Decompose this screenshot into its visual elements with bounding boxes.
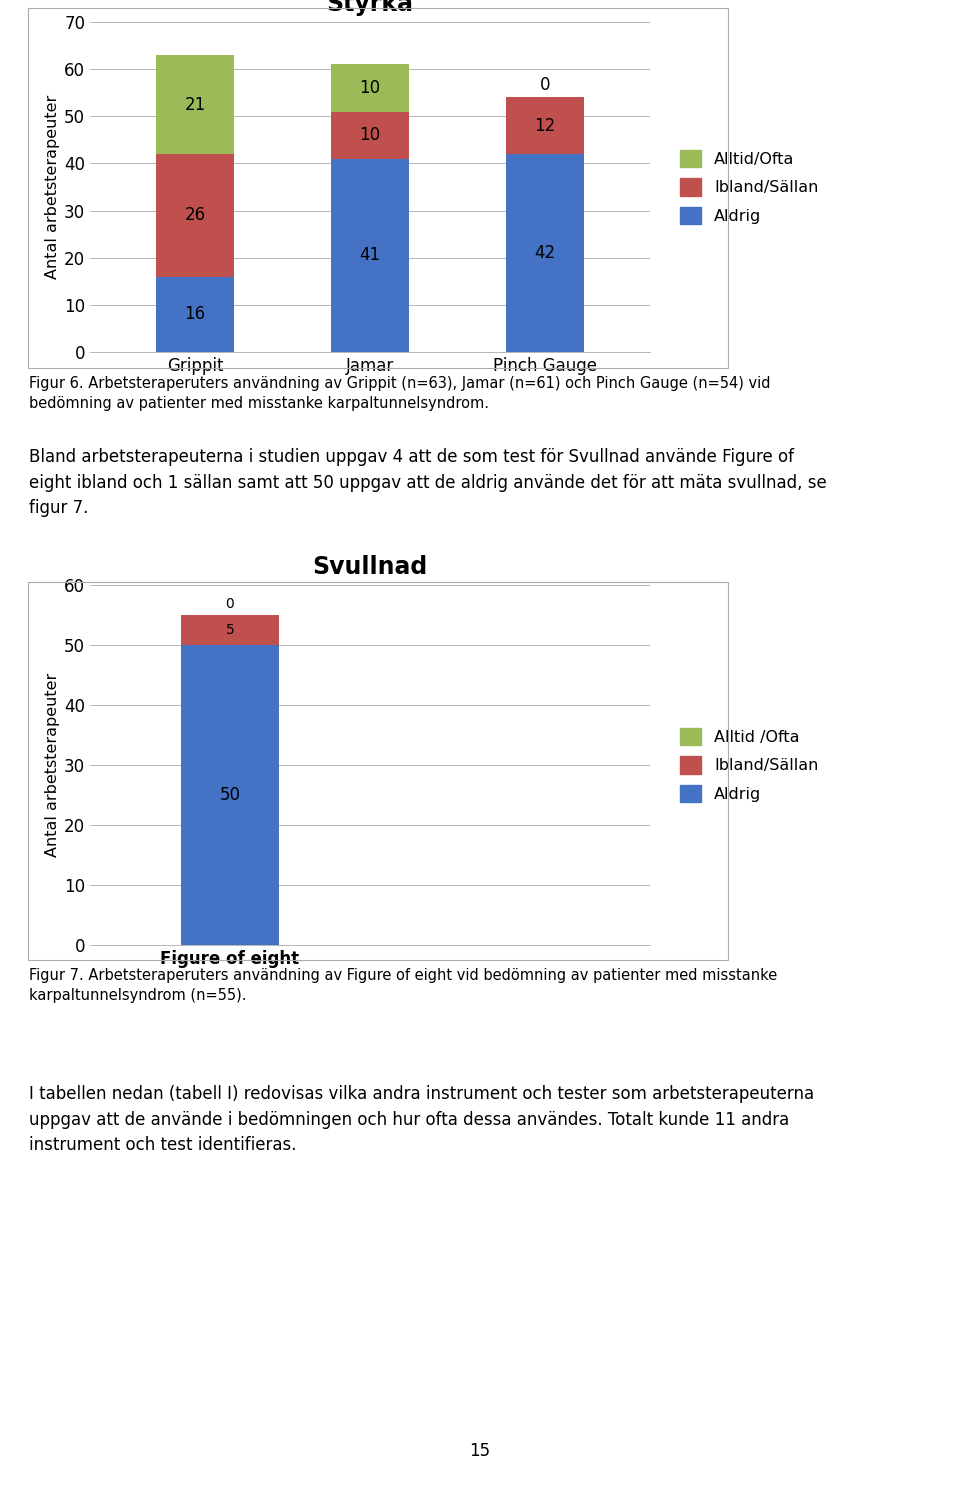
Text: 41: 41	[359, 247, 380, 265]
Y-axis label: Antal arbetsterapeuter: Antal arbetsterapeuter	[45, 95, 60, 280]
Text: 42: 42	[535, 244, 556, 262]
Bar	[330, 64, 409, 112]
Text: I tabellen nedan (tabell I) redovisas vilka andra instrument och tester som arbe: I tabellen nedan (tabell I) redovisas vi…	[29, 1086, 814, 1154]
Text: 10: 10	[359, 126, 380, 144]
Bar	[156, 277, 234, 352]
Text: 10: 10	[359, 79, 380, 97]
Bar	[506, 98, 585, 155]
Text: 5: 5	[226, 623, 234, 636]
Bar	[330, 159, 409, 352]
Bar	[506, 155, 585, 352]
Text: 16: 16	[184, 305, 205, 323]
Text: 50: 50	[220, 787, 241, 804]
Text: 21: 21	[184, 95, 205, 113]
Text: 26: 26	[184, 207, 205, 225]
Y-axis label: Antal arbetsterapeuter: Antal arbetsterapeuter	[45, 674, 60, 857]
Legend: Alltid/Ofta, Ibland/Sällan, Aldrig: Alltid/Ofta, Ibland/Sällan, Aldrig	[681, 150, 818, 225]
Text: Figur 7. Arbetsteraperuters användning av Figure of eight vid bedömning av patie: Figur 7. Arbetsteraperuters användning a…	[29, 968, 777, 1002]
Text: 0: 0	[226, 598, 234, 611]
Text: 12: 12	[535, 116, 556, 135]
Text: 0: 0	[540, 76, 550, 94]
Text: 15: 15	[469, 1442, 491, 1460]
Bar	[181, 645, 279, 946]
Bar	[181, 616, 279, 645]
Title: Styrka: Styrka	[326, 0, 414, 16]
Text: Figur 6. Arbetsteraperuters användning av Grippit (n=63), Jamar (n=61) och Pinch: Figur 6. Arbetsteraperuters användning a…	[29, 376, 770, 410]
Bar	[330, 112, 409, 159]
Bar	[156, 155, 234, 277]
Title: Svullnad: Svullnad	[312, 555, 427, 578]
Bar	[156, 55, 234, 155]
Text: Bland arbetsterapeuterna i studien uppgav 4 att de som test för Svullnad använde: Bland arbetsterapeuterna i studien uppga…	[29, 448, 827, 517]
Legend: Alltid /Ofta, Ibland/Sällan, Aldrig: Alltid /Ofta, Ibland/Sällan, Aldrig	[681, 727, 818, 803]
